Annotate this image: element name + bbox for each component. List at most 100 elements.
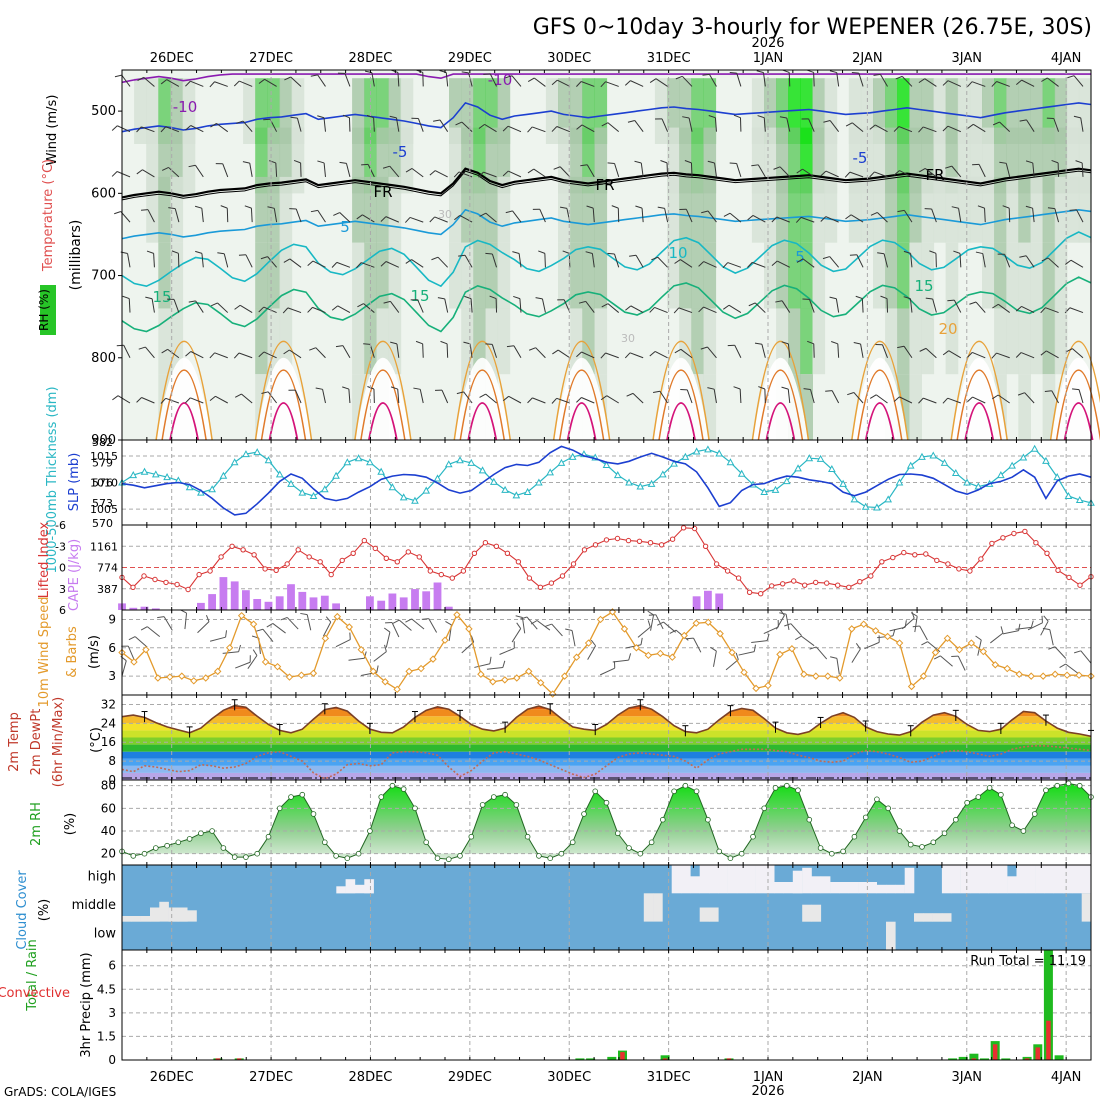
barb-staff bbox=[903, 210, 913, 223]
rh-area bbox=[122, 783, 1091, 860]
barb-flag bbox=[489, 656, 492, 664]
rh-point bbox=[423, 839, 430, 846]
barb-flag bbox=[160, 79, 167, 85]
precip-convective-bar bbox=[662, 1058, 668, 1060]
upper-wind-barb bbox=[390, 341, 400, 358]
barb-staff bbox=[678, 307, 693, 314]
rh-shade-cell bbox=[170, 176, 184, 243]
barb-staff bbox=[544, 253, 546, 268]
barb-flag bbox=[682, 116, 690, 119]
slp-y-label-1015: 1015 bbox=[90, 450, 118, 463]
cloud-cell-middle bbox=[643, 893, 654, 922]
barb-staff bbox=[146, 626, 161, 638]
barb-staff bbox=[507, 125, 522, 133]
barb-flag bbox=[209, 395, 216, 402]
barb-flag bbox=[300, 612, 308, 616]
lifted-index-point bbox=[658, 542, 665, 548]
surface-wind-barb bbox=[515, 615, 526, 634]
rh-point bbox=[907, 841, 914, 848]
wind-speed-point bbox=[919, 672, 928, 680]
lifted-index-point bbox=[669, 536, 676, 542]
thickness-point bbox=[208, 485, 216, 493]
surface-wind-barb bbox=[637, 620, 651, 638]
rh-point bbox=[400, 786, 407, 792]
barb-flag bbox=[233, 352, 240, 359]
thickness-y-label-579: 579 bbox=[92, 456, 113, 469]
cloud-cell-high bbox=[783, 882, 794, 894]
barb-staff bbox=[923, 126, 937, 133]
rh-shade-cell bbox=[1018, 78, 1031, 144]
upper-wind-barb bbox=[380, 216, 399, 223]
barb-flag bbox=[188, 164, 196, 168]
barb-staff bbox=[474, 663, 491, 668]
barb-flag bbox=[530, 620, 538, 625]
upper-wind-barb bbox=[437, 297, 449, 313]
rh-shade-cell bbox=[364, 176, 377, 243]
barb-flag bbox=[895, 75, 903, 80]
surface-wind-barb bbox=[266, 623, 286, 634]
barb-flag bbox=[586, 205, 594, 209]
barb-staff bbox=[581, 351, 595, 359]
upper-wind-barb bbox=[723, 212, 742, 223]
cloud-cell-middle bbox=[699, 907, 710, 922]
barb-staff bbox=[880, 74, 888, 87]
lifted-index-point bbox=[306, 554, 312, 560]
barb-staff bbox=[389, 165, 400, 178]
barb-staff bbox=[1069, 307, 1084, 314]
rh-y-label-60: 60 bbox=[101, 801, 116, 815]
top-day-label-9: 4JAN bbox=[1051, 51, 1082, 66]
rh-shade-cell bbox=[461, 242, 474, 309]
rh-point bbox=[524, 833, 531, 840]
wind-speed-point bbox=[261, 658, 270, 666]
barb-staff bbox=[899, 396, 913, 404]
isotherm-20-line bbox=[155, 340, 213, 441]
barb-flag bbox=[707, 387, 715, 390]
upper-wind-barb bbox=[185, 125, 204, 133]
barb-staff bbox=[411, 259, 424, 268]
wind-speed-point bbox=[764, 681, 772, 690]
barb-staff bbox=[910, 253, 913, 268]
thickness-point bbox=[546, 468, 555, 476]
upper-air-y-label-500: 500 bbox=[91, 104, 116, 119]
barb-staff bbox=[801, 635, 815, 647]
barb-flag bbox=[723, 304, 730, 310]
barb-flag bbox=[649, 307, 655, 313]
contour-label-8: 5 bbox=[795, 248, 805, 266]
temp-band-1 bbox=[122, 765, 1091, 773]
rh-shade-cell bbox=[679, 242, 692, 309]
barb-flag bbox=[342, 114, 350, 119]
barb-flag bbox=[723, 212, 731, 217]
rh-y-label-80: 80 bbox=[101, 779, 116, 793]
barb-staff bbox=[513, 345, 522, 359]
barb-flag bbox=[383, 627, 391, 633]
barb-flag bbox=[775, 300, 783, 303]
barb-staff bbox=[441, 389, 449, 404]
upper-wind-barb bbox=[723, 304, 742, 313]
dewpoint-line bbox=[121, 744, 1092, 780]
upper-wind-barb bbox=[233, 352, 253, 359]
barb-staff bbox=[924, 78, 937, 87]
dewpt-side-label: 2m DewPt bbox=[29, 709, 44, 776]
temp-ylabel: (°C) bbox=[89, 727, 104, 753]
wind-speed-point bbox=[859, 620, 868, 628]
barb-flag bbox=[607, 252, 615, 255]
thickness-point bbox=[388, 483, 397, 491]
upper-wind-barb bbox=[513, 295, 522, 313]
wind-speed-point bbox=[740, 668, 748, 677]
rh-shade-cell bbox=[291, 78, 305, 144]
upper-wind-barb bbox=[234, 304, 253, 313]
barb-staff bbox=[1047, 77, 1059, 87]
wind-speed-point bbox=[752, 684, 760, 693]
barb-flag bbox=[1065, 348, 1073, 353]
rh-shade-cell bbox=[400, 78, 414, 144]
barb-staff bbox=[391, 622, 400, 638]
lifted-index-point bbox=[328, 571, 334, 578]
surface-wind-barb bbox=[322, 616, 332, 637]
barb-staff bbox=[348, 657, 365, 661]
barb-flag bbox=[809, 646, 817, 650]
rh-point bbox=[434, 855, 441, 861]
upper-wind-barb bbox=[309, 347, 326, 359]
rh-shade-cell bbox=[1030, 242, 1044, 309]
barb-staff bbox=[786, 117, 791, 132]
upper-wind-barb bbox=[478, 123, 497, 133]
